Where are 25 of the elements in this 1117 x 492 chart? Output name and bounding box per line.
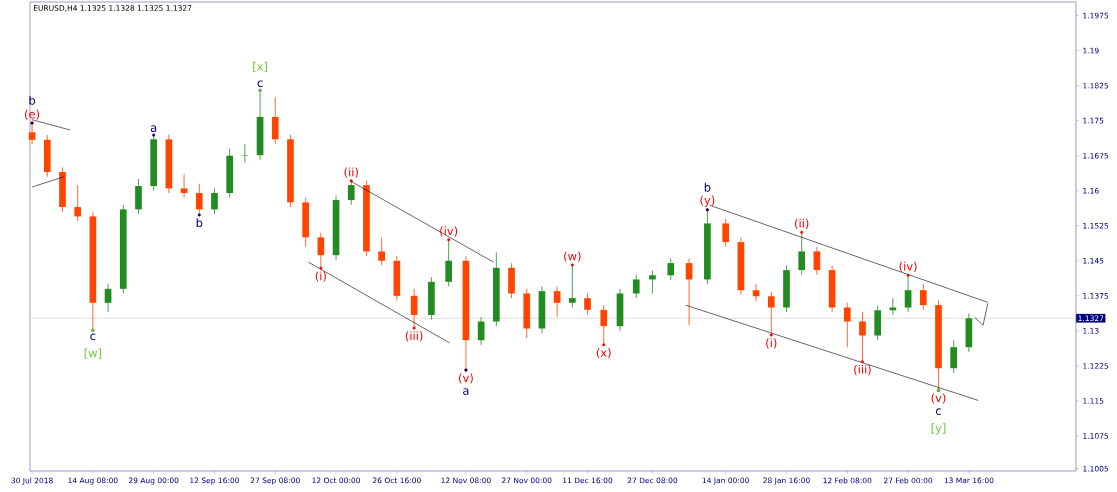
data-label: (iii) <box>405 331 423 342</box>
data-label: a <box>463 388 469 395</box>
data-label: b <box>29 95 36 105</box>
data-label: (i) <box>315 271 326 282</box>
data-label: c <box>257 80 263 88</box>
data-label: b <box>704 182 711 192</box>
data-label: (v) <box>931 393 946 404</box>
data-label: (ii) <box>795 218 809 230</box>
data-label: (y) <box>700 195 715 207</box>
data-label: b <box>196 218 203 228</box>
data-label: a <box>150 125 157 132</box>
data-label: (v) <box>459 373 473 384</box>
data-label: (ii) <box>344 167 358 178</box>
data-label: [x] <box>253 61 267 73</box>
data-label: (iii) <box>854 364 871 376</box>
data-label: (iv) <box>899 261 917 273</box>
data-label: c <box>90 333 96 341</box>
data-label: (iv) <box>440 226 458 237</box>
data-label: [w] <box>84 348 102 359</box>
data-label: (w) <box>564 251 581 262</box>
data-label: (i) <box>766 338 777 349</box>
data-label: c <box>935 408 941 415</box>
data-label: [y] <box>931 423 946 435</box>
data-label: (e) <box>25 109 40 120</box>
data-label: (x) <box>596 348 611 359</box>
